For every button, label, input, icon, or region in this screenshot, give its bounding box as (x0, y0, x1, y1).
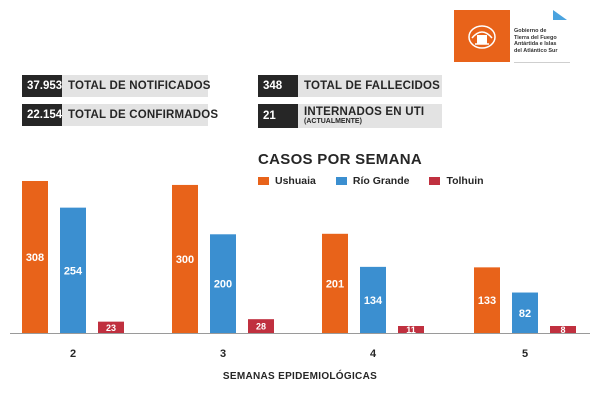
org-line: del Atlántico Sur (514, 47, 558, 54)
stat-value: 22.154 (22, 104, 62, 126)
data-label: 82 (519, 308, 531, 320)
data-label: 254 (64, 265, 83, 277)
legend-label: Río Grande (352, 175, 410, 187)
data-label: 201 (326, 278, 344, 290)
legend-swatch (335, 177, 347, 185)
data-label: 133 (478, 295, 496, 307)
org-line: Tierra del Fuego (514, 34, 557, 41)
x-tick-label: 2 (70, 348, 76, 360)
legend-item-ushuaia: Ushuaia (258, 175, 316, 187)
stat-value: 37.953 (22, 75, 62, 97)
legend-label: Ushuaia (275, 175, 316, 187)
data-label: 23 (106, 323, 116, 333)
data-label: 300 (176, 254, 194, 266)
legend-swatch (429, 177, 441, 185)
org-line: Antártida e Islas (514, 41, 557, 47)
flag-icon (553, 10, 567, 20)
stat-sublabel: (ACTUALMENTE) (304, 118, 362, 125)
bar-ushuaia-week-3 (172, 184, 198, 333)
bar-tolhuin-week-4 (398, 326, 424, 333)
data-label: 200 (214, 279, 232, 291)
legend-item-tolhuin: Tolhuin (429, 175, 484, 187)
bar-tolhuin-week-2 (98, 321, 124, 333)
bar-ushuaia-week-2 (22, 180, 48, 333)
bar-tolhuin-week-5 (550, 326, 576, 333)
stat-label: TOTAL DE FALLECIDOS (304, 80, 441, 92)
header-divider (514, 62, 570, 63)
legend-label: Tolhuin (446, 175, 484, 187)
data-label: 134 (364, 295, 383, 307)
legend-swatch (258, 177, 269, 185)
stat-value: 348 (258, 75, 298, 97)
crest-icon (468, 25, 496, 49)
x-tick-label: 3 (220, 348, 226, 360)
stat-confirmados: 22.154 TOTAL DE CONFIRMADOS (22, 104, 218, 126)
chart-legend: Ushuaia Río Grande Tolhuin (258, 175, 504, 187)
stat-fallecidos: 348 TOTAL DE FALLECIDOS (258, 75, 442, 97)
bar-río-grande-week-3 (210, 234, 236, 333)
data-label: 28 (256, 322, 266, 332)
bar-ushuaia-week-4 (322, 233, 348, 333)
stat-label: TOTAL DE NOTIFICADOS (68, 80, 211, 92)
stat-internados-uti: 21 INTERNADOS EN UTI (ACTUALMENTE) (258, 104, 442, 128)
stat-notificados: 37.953 TOTAL DE NOTIFICADOS (22, 75, 210, 97)
legend-item-rio-grande: Río Grande (335, 175, 410, 187)
stat-label: TOTAL DE CONFIRMADOS (68, 109, 219, 121)
org-line: Gobierno de (514, 28, 547, 34)
data-label: 308 (26, 252, 44, 264)
data-label: 11 (406, 325, 416, 335)
government-name: Gobierno de Tierra del Fuego Antártida e… (514, 28, 574, 54)
bar-ushuaia-week-5 (474, 267, 500, 333)
stat-value: 21 (258, 104, 298, 128)
x-tick-label: 4 (370, 348, 377, 360)
data-label: 8 (560, 325, 565, 335)
government-logo (454, 10, 510, 62)
bar-río-grande-week-2 (60, 207, 86, 333)
bar-río-grande-week-5 (512, 292, 538, 333)
bar-tolhuin-week-3 (248, 319, 274, 333)
bar-río-grande-week-4 (360, 266, 386, 333)
chart-title: CASOS POR SEMANA (258, 151, 422, 168)
x-axis-title: SEMANAS EPIDEMIOLÓGICAS (222, 371, 378, 382)
stat-label: INTERNADOS EN UTI (304, 106, 425, 118)
x-tick-label: 5 (522, 348, 528, 360)
